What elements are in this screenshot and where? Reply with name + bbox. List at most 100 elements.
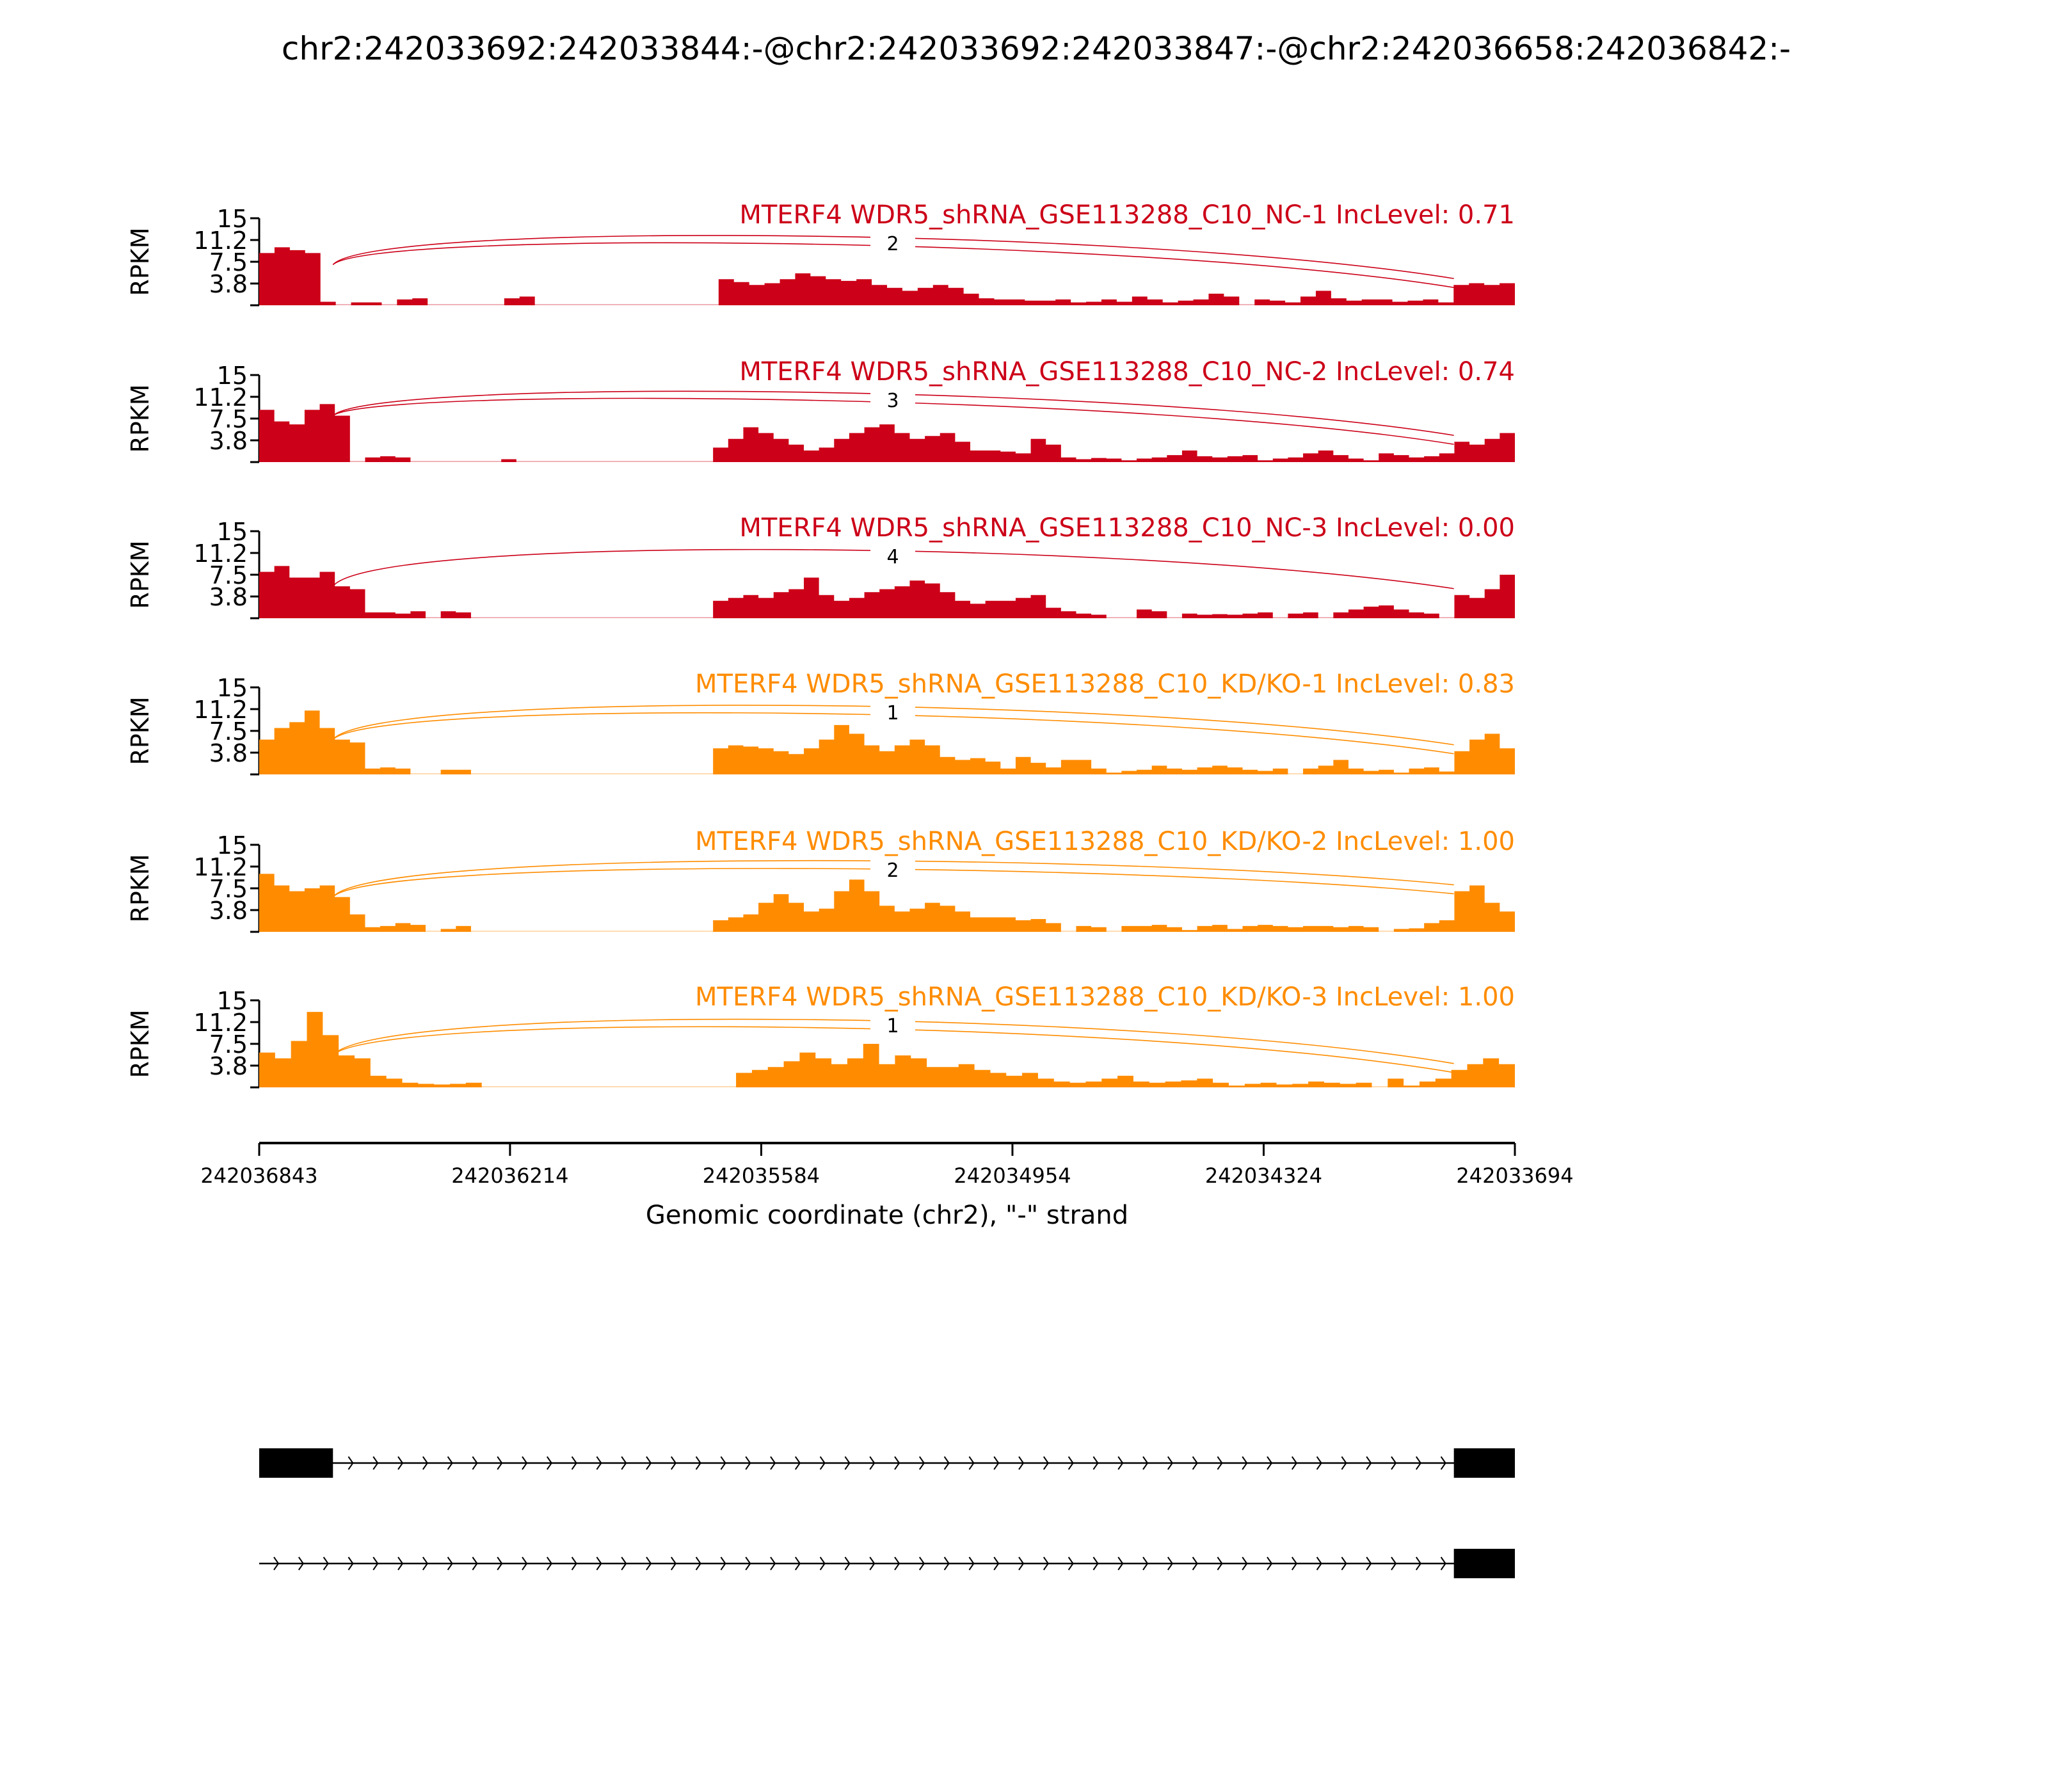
strand-arrow-icon (943, 1456, 950, 1470)
x-tick-label: 242034954 (954, 1164, 1071, 1188)
strand-arrow-icon (968, 1456, 975, 1470)
junction-arc (332, 548, 1454, 589)
junction-arc (332, 860, 1454, 898)
y-tick-label: 15 (217, 831, 248, 860)
strand-arrow-icon (273, 1556, 280, 1571)
strand-arrow-icon (1415, 1456, 1422, 1470)
coverage-area (259, 710, 1515, 774)
coverage-area (259, 874, 1515, 932)
strand-arrow-icon (794, 1556, 801, 1571)
strand-arrow-icon (1217, 1456, 1223, 1470)
strand-arrow-icon (1366, 1556, 1372, 1571)
strand-arrow-icon (844, 1456, 851, 1470)
strand-arrow-icon (894, 1556, 900, 1571)
y-tick-label: 7.5 (209, 1030, 248, 1059)
strand-arrow-icon (1068, 1556, 1074, 1571)
y-tick-label: 3.8 (209, 1052, 248, 1080)
strand-arrow-icon (472, 1456, 478, 1470)
y-tick-label: 7.5 (209, 875, 248, 903)
y-tick-label: 15 (217, 518, 248, 546)
x-tick-label: 242034324 (1205, 1164, 1322, 1188)
y-tick-label: 11.2 (193, 853, 248, 881)
junction-count-label: 2 (886, 860, 899, 882)
junction-label-bg (870, 1013, 915, 1036)
y-tick-label: 11.2 (193, 383, 248, 412)
strand-arrow-icon (1018, 1456, 1025, 1470)
y-tick-label: 3.8 (209, 897, 248, 925)
strand-arrow-icon (745, 1456, 751, 1470)
y-tick-label: 3.8 (209, 427, 248, 455)
strand-arrow-icon (1415, 1556, 1422, 1571)
strand-arrow-icon (1267, 1556, 1273, 1571)
strand-arrow-icon (1043, 1456, 1050, 1470)
strand-arrow-icon (422, 1456, 429, 1470)
junction-arc (332, 868, 1454, 898)
strand-arrow-icon (472, 1556, 478, 1571)
y-axis-label: RPKM (126, 384, 154, 452)
sample-title: MTERF4 WDR5_shRNA_GSE113288_C10_NC-2 Inc… (739, 357, 1515, 387)
junction-arc (332, 1018, 1454, 1064)
strand-arrow-icon (794, 1456, 801, 1470)
junction-label-bg (870, 700, 915, 723)
junction-count-label: 2 (886, 233, 899, 255)
junction-label-bg (870, 388, 915, 411)
junction-arc (332, 235, 1454, 280)
gene-model (259, 1549, 1515, 1578)
y-tick-label: 7.5 (209, 248, 248, 276)
strand-arrow-icon (770, 1556, 776, 1571)
gene-models (259, 1448, 1515, 1578)
junction-arc (332, 1026, 1454, 1073)
strand-arrow-icon (1440, 1556, 1446, 1571)
strand-arrow-icon (695, 1456, 701, 1470)
x-tick-label: 242033694 (1456, 1164, 1573, 1188)
y-tick-label: 7.5 (209, 717, 248, 746)
y-axis-label: RPKM (126, 1009, 154, 1078)
strand-arrow-icon (819, 1456, 826, 1470)
strand-arrow-icon (1043, 1556, 1050, 1571)
y-tick-label: 15 (217, 205, 248, 233)
strand-arrow-icon (1391, 1556, 1397, 1571)
junction-label-bg (870, 858, 915, 881)
sample-title: MTERF4 WDR5_shRNA_GSE113288_C10_NC-3 Inc… (739, 513, 1515, 543)
strand-arrow-icon (745, 1556, 751, 1571)
strand-arrow-icon (819, 1556, 826, 1571)
sample-title: MTERF4 WDR5_shRNA_GSE113288_C10_NC-1 Inc… (739, 200, 1515, 230)
y-tick-label: 7.5 (209, 405, 248, 433)
strand-arrow-icon (918, 1456, 925, 1470)
strand-arrow-icon (1117, 1456, 1124, 1470)
strand-arrow-icon (1142, 1456, 1149, 1470)
strand-arrow-icon (943, 1556, 950, 1571)
junction-arc (332, 705, 1454, 746)
strand-arrow-icon (372, 1556, 379, 1571)
figure-title: chr2:242033692:242033844:-@chr2:24203369… (282, 30, 1791, 67)
strand-arrow-icon (621, 1456, 627, 1470)
strand-arrow-icon (397, 1556, 404, 1571)
y-tick-label: 15 (217, 987, 248, 1015)
strand-arrow-icon (497, 1456, 503, 1470)
strand-arrow-icon (646, 1456, 652, 1470)
y-tick-label: 11.2 (193, 540, 248, 568)
strand-arrow-icon (397, 1456, 404, 1470)
exon-block (1453, 1549, 1515, 1578)
strand-arrow-icon (596, 1556, 602, 1571)
strand-arrow-icon (1242, 1456, 1248, 1470)
strand-arrow-icon (1242, 1556, 1248, 1571)
junction-label-bg (870, 544, 915, 567)
strand-arrow-icon (1117, 1556, 1124, 1571)
strand-arrow-icon (1192, 1556, 1198, 1571)
x-tick-label: 242035584 (703, 1164, 820, 1188)
junction-count-label: 4 (886, 546, 899, 568)
strand-arrow-icon (869, 1456, 876, 1470)
y-axis-label: RPKM (126, 696, 154, 765)
y-tick-label: 3.8 (209, 270, 248, 298)
strand-arrow-icon (1291, 1556, 1298, 1571)
y-tick-label: 11.2 (193, 227, 248, 255)
junction-arc (332, 712, 1454, 755)
strand-arrow-icon (1092, 1556, 1099, 1571)
strand-arrow-icon (720, 1456, 726, 1470)
